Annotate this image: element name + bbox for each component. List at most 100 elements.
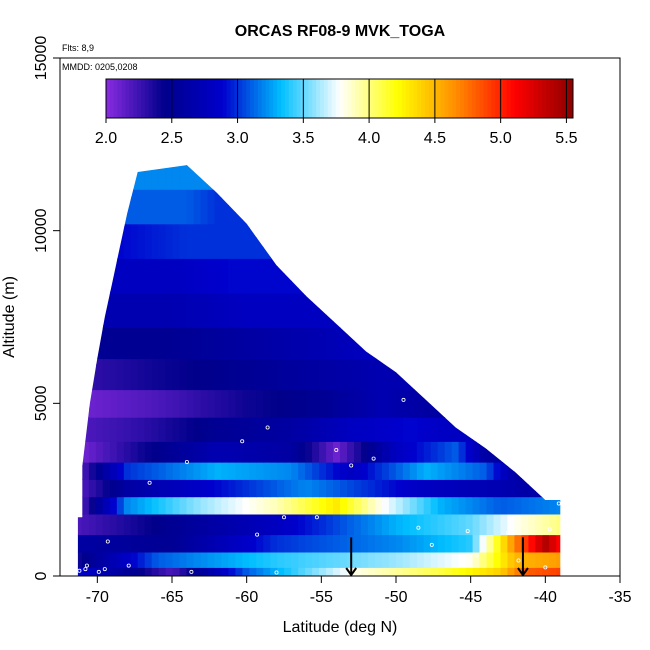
colorbar-swatch [277, 79, 282, 118]
curtain-cell [472, 417, 481, 442]
curtain-cell [116, 567, 125, 576]
curtain-cell [367, 389, 376, 418]
colorbar-swatch [522, 79, 527, 118]
curtain-cell [95, 189, 104, 225]
curtain-cell [228, 189, 236, 225]
curtain-cell [144, 496, 153, 515]
curtain-cell [367, 327, 376, 360]
curtain-cell [158, 479, 167, 498]
curtain-cell [479, 327, 488, 360]
curtain-cell [270, 292, 278, 328]
curtain-cell [270, 258, 278, 294]
curtain-cell [542, 462, 550, 480]
curtain-cell [186, 389, 195, 418]
curtain-cell [172, 551, 181, 568]
curtain-cell [263, 327, 271, 360]
curtain-cell [81, 358, 90, 391]
curtain-cell [472, 534, 481, 553]
curtain-cell [367, 189, 376, 225]
curtain-cell [88, 417, 97, 442]
curtain-cell [214, 189, 223, 225]
colorbar-swatch [148, 79, 154, 118]
curtain-cell [88, 292, 97, 328]
colorbar-swatch [514, 79, 519, 118]
colorbar-swatch [250, 79, 255, 118]
curtain-cell [95, 358, 104, 391]
curtain-cell [319, 551, 327, 568]
curtain-cell [312, 534, 320, 553]
curtain-cell [172, 496, 181, 515]
sample-points [74, 161, 561, 575]
curtain-cell [109, 551, 118, 568]
curtain-cell [298, 189, 306, 225]
curtain-cell [347, 165, 355, 190]
curtain-cell [109, 513, 118, 536]
curtain-cell [242, 551, 250, 568]
curtain-cell [95, 327, 104, 360]
curtain-cell [486, 479, 495, 498]
curtain-cell [165, 189, 174, 225]
curtain-cell [291, 165, 299, 190]
curtain-cell [556, 189, 561, 225]
colorbar-swatch [409, 79, 414, 118]
curtain-cell [214, 258, 223, 294]
curtain-cell [374, 389, 383, 418]
curtain-cell [444, 327, 453, 360]
curtain-cell [179, 189, 188, 225]
curtain-cell [81, 513, 90, 536]
curtain-cell [207, 462, 216, 480]
curtain-cell [333, 534, 341, 553]
curtain-cell [354, 165, 362, 190]
curtain-cell [235, 496, 243, 515]
curtain-cell [284, 417, 292, 442]
curtain-cell [298, 327, 306, 360]
curtain-cell [242, 223, 250, 259]
curtain-cell [500, 258, 509, 294]
curtain-cell [465, 389, 474, 418]
curtain-cell [437, 223, 446, 259]
curtain-cell [200, 551, 209, 568]
curtain-cell [423, 258, 432, 294]
curtain-cell [409, 292, 418, 328]
curtain-cell [535, 223, 543, 259]
curtain-cell [360, 358, 369, 391]
curtain-cell [360, 417, 369, 442]
curtain-cell [179, 258, 188, 294]
curtain-cell [284, 441, 292, 463]
altitude-band-16 [77, 165, 561, 190]
curtain-cell [130, 479, 139, 498]
curtain-cell [402, 496, 411, 515]
curtain-cell [514, 441, 522, 463]
curtain-cell [270, 189, 278, 225]
curtain-cell [514, 462, 522, 480]
curtain-cell [367, 462, 376, 480]
curtain-cell [284, 223, 292, 259]
curtain-cell [374, 496, 383, 515]
colorbar-swatch [156, 79, 161, 118]
curtain-cell [207, 258, 216, 294]
curtain-cell [165, 389, 174, 418]
sample-point [147, 480, 152, 485]
curtain-cell [528, 567, 536, 576]
curtain-cell [291, 327, 299, 360]
curtain-cell [381, 417, 390, 442]
colorbar-swatch [483, 79, 488, 118]
curtain-cell [263, 189, 271, 225]
sample-point [105, 539, 110, 544]
curtain-cell [409, 496, 418, 515]
curtain-cell [319, 417, 327, 442]
curtain-cell [451, 513, 460, 536]
y-axis: 0 5000 10000 15000 [33, 36, 60, 580]
colorbar-swatch [417, 79, 422, 118]
curtain-cell [402, 462, 411, 480]
curtain-cell [402, 567, 411, 576]
curtain-cell [521, 165, 529, 190]
curtain-cell [214, 327, 223, 360]
curtain-cell [88, 189, 97, 225]
curtain-cell [200, 358, 209, 391]
curtain-cell [444, 567, 453, 576]
curtain-cell [249, 417, 257, 442]
curtain-cell [207, 189, 216, 225]
curtain-cell [479, 258, 488, 294]
curtain-cell [95, 551, 104, 568]
